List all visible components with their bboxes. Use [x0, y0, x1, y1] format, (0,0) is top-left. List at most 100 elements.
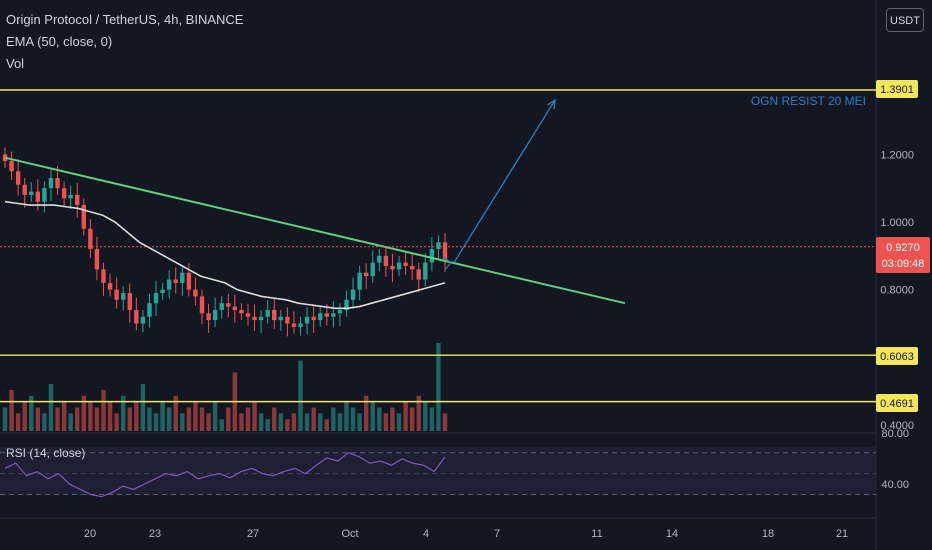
candle — [107, 273, 113, 297]
volume-bar — [337, 413, 343, 431]
candle-body — [423, 262, 428, 280]
volume-bar — [272, 407, 277, 431]
badge-support1-text: 0.6063 — [880, 351, 914, 363]
candle — [81, 198, 87, 236]
candle — [265, 300, 270, 324]
candle — [121, 286, 126, 311]
candle-body — [29, 191, 34, 195]
time-tick-label: 23 — [149, 528, 161, 540]
candle-body — [114, 289, 119, 300]
candle — [127, 283, 132, 323]
volume-bar — [127, 407, 132, 431]
volume-bar — [55, 407, 60, 431]
candle — [377, 249, 382, 272]
horizontal-levels — [0, 89, 876, 403]
volume-bar — [429, 407, 435, 431]
candle — [383, 246, 389, 277]
candle — [350, 277, 356, 309]
symbol-line[interactable]: Origin Protocol / TetherUS, 4h, BINANCE — [6, 12, 244, 27]
volume-bar — [81, 395, 87, 431]
volume-bar — [219, 419, 224, 431]
badge-support2: 0.4691 — [876, 394, 918, 412]
candle-body — [160, 289, 165, 294]
candle — [75, 182, 80, 218]
candle-body — [173, 279, 178, 283]
candle — [22, 178, 27, 208]
projection-arrow — [442, 98, 556, 270]
candle — [370, 250, 375, 283]
time-tick-label: 21 — [836, 528, 848, 540]
volume-bar — [147, 407, 152, 431]
volume-bar — [35, 407, 41, 431]
volume-bar — [88, 401, 93, 431]
candle — [344, 290, 349, 317]
candle — [285, 307, 290, 337]
badge-last-price-text: 0.9270 — [886, 242, 920, 254]
volume-bar — [331, 407, 336, 431]
rsi-line — [4, 452, 446, 498]
candle-body — [377, 255, 382, 263]
volume-bar — [265, 419, 270, 431]
candle — [173, 267, 178, 294]
candle — [409, 253, 415, 281]
candle-body — [75, 194, 80, 206]
time-tick-label: 11 — [591, 528, 602, 540]
vol-legend[interactable]: Vol — [6, 56, 25, 71]
volume-bar — [212, 401, 218, 431]
candle-body — [337, 309, 343, 314]
candle-body — [311, 316, 316, 321]
candle — [390, 253, 395, 283]
candle — [258, 309, 264, 333]
volume-bar — [42, 413, 47, 431]
badge-support1: 0.6063 — [876, 347, 918, 365]
candle — [304, 307, 310, 335]
candle-body — [324, 313, 329, 317]
candle-body — [22, 184, 27, 195]
candle-body — [134, 309, 139, 324]
volume-bar — [193, 401, 198, 431]
candle-body — [363, 272, 369, 277]
volume-bar — [298, 360, 303, 431]
candle-body — [81, 205, 87, 229]
price-tick-label: 0.8000 — [880, 285, 914, 297]
candle-body — [9, 161, 14, 172]
candle-body — [232, 306, 238, 310]
candle — [429, 236, 435, 272]
volume-bar — [383, 413, 389, 431]
volume-bar — [94, 407, 100, 431]
candle — [153, 280, 159, 317]
candle-body — [153, 293, 159, 304]
volume-bar — [114, 413, 119, 431]
volume-bar — [324, 419, 329, 431]
volume-bar — [9, 389, 14, 431]
badge-resist-text: 1.3901 — [880, 84, 914, 96]
arrow-head — [547, 98, 556, 110]
candle — [403, 253, 408, 275]
candle-body — [15, 171, 21, 185]
price-tick-label: 0.4000 — [880, 420, 914, 432]
candle-body — [357, 272, 362, 290]
candle-body — [370, 262, 375, 277]
volume-bar — [318, 413, 323, 431]
candles — [2, 147, 448, 337]
volume-bar — [166, 407, 172, 431]
candle-body — [166, 279, 172, 290]
currency-button[interactable]: USDT — [886, 8, 924, 32]
candle-body — [219, 303, 224, 310]
candle-body — [147, 303, 152, 317]
volume-bar — [226, 407, 231, 431]
volume-bar — [206, 413, 211, 431]
rsi-legend[interactable]: RSI (14, close) — [6, 446, 86, 460]
candle — [180, 265, 185, 296]
time-tick-label: 27 — [247, 528, 259, 540]
candle — [88, 219, 93, 258]
volume-bar — [2, 407, 8, 431]
candle — [140, 309, 146, 333]
volume-bar — [173, 395, 178, 431]
candle — [396, 255, 402, 277]
trendline — [4, 156, 626, 305]
ema-legend[interactable]: EMA (50, close, 0) — [6, 34, 113, 49]
rsi-band-fill — [0, 447, 876, 495]
candle-body — [350, 289, 356, 300]
